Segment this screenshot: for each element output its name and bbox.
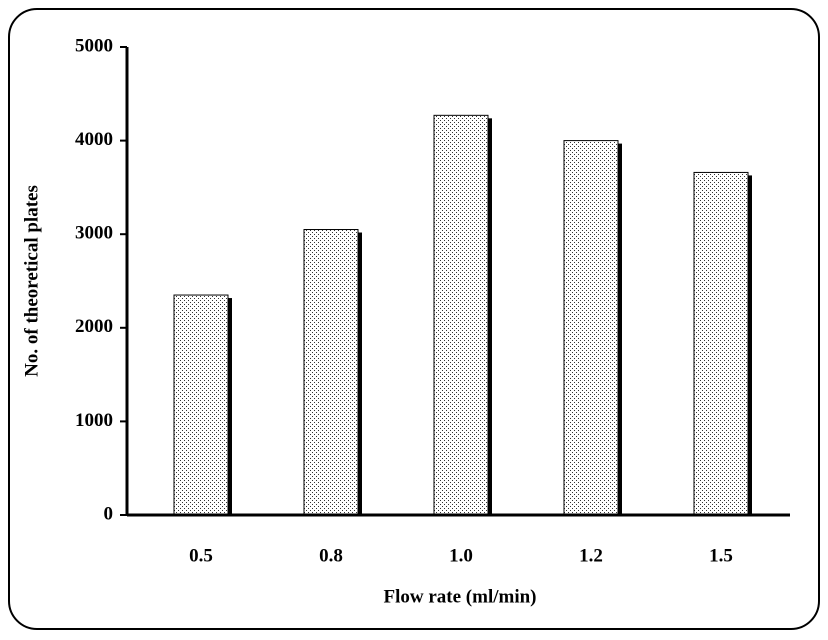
y-axis-label: No. of theoretical plates: [21, 185, 42, 377]
x-axis-label: Flow rate (ml/min): [383, 586, 536, 607]
y-tick-label: 1000: [75, 410, 113, 431]
bar: [693, 171, 749, 516]
x-tick-label: 0.5: [189, 545, 213, 566]
bar: [173, 294, 229, 516]
bar: [563, 140, 619, 516]
bar: [433, 114, 489, 516]
bar: [303, 229, 359, 516]
x-tick-label: 1.5: [709, 545, 733, 566]
y-tick-label: 4000: [75, 129, 113, 150]
y-tick-label: 2000: [75, 316, 113, 337]
y-tick-label: 3000: [75, 223, 113, 244]
y-tick-label: 0: [104, 503, 114, 524]
x-tick-label: 0.8: [319, 545, 343, 566]
y-tick-label: 5000: [75, 35, 113, 56]
x-tick-label: 1.2: [579, 545, 603, 566]
x-tick-label: 1.0: [449, 545, 473, 566]
